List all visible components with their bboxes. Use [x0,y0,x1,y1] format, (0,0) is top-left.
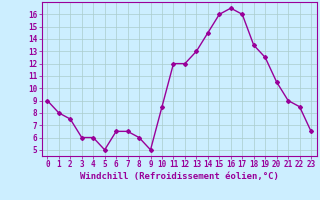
X-axis label: Windchill (Refroidissement éolien,°C): Windchill (Refroidissement éolien,°C) [80,172,279,181]
